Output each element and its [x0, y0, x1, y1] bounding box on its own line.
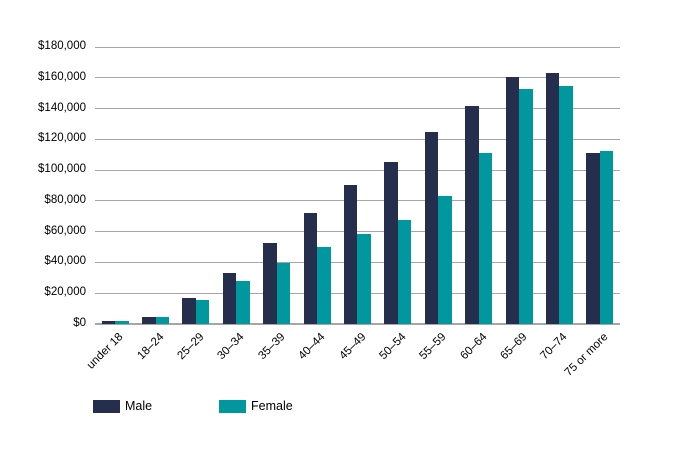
male-bar — [505, 77, 520, 324]
female-bar — [559, 85, 573, 324]
male-bar — [263, 243, 277, 324]
x-axis-line — [95, 322, 620, 325]
gridline — [95, 169, 620, 171]
y-tick-label: $100,000 — [38, 163, 86, 176]
y-tick-label: $80,000 — [44, 193, 86, 206]
bar-group — [337, 47, 377, 324]
bar-group — [95, 47, 135, 324]
x-category-label: 55–59 — [417, 331, 449, 363]
gridline — [95, 77, 620, 79]
legend-item-female: Female — [219, 399, 293, 413]
gridline — [95, 138, 620, 140]
male-bar — [142, 317, 156, 324]
y-tick-label: $0 — [73, 317, 86, 329]
y-tick-label: $40,000 — [44, 255, 86, 268]
female-bar — [478, 152, 493, 324]
y-tick-label: $60,000 — [44, 224, 86, 237]
bar-group — [580, 47, 620, 324]
female-bar — [519, 88, 533, 324]
male-bar — [303, 212, 318, 324]
gridline — [95, 231, 620, 233]
y-tick-label: $140,000 — [38, 101, 86, 114]
male-bar — [424, 131, 439, 324]
bar-group — [539, 47, 579, 324]
bar-group — [216, 47, 256, 324]
male-bar — [182, 298, 196, 324]
female-bar — [397, 220, 412, 324]
female-bar — [438, 195, 452, 324]
male-bar — [222, 272, 237, 324]
female-legend-swatch-icon — [219, 399, 246, 413]
male-bar — [343, 185, 358, 324]
x-category-label: 75 or more — [562, 331, 611, 379]
bar-group — [378, 47, 418, 324]
bar-group — [499, 47, 539, 324]
female-bar — [317, 246, 331, 324]
female-bar — [276, 262, 291, 324]
male-bar — [465, 105, 479, 324]
male-bar — [586, 152, 600, 324]
gridline — [95, 200, 620, 202]
gridline — [95, 108, 620, 110]
male-legend-swatch-icon — [93, 399, 120, 413]
female-bar — [357, 234, 371, 324]
bar-group — [135, 47, 175, 324]
male-bar — [101, 321, 116, 324]
bar-group — [257, 47, 297, 324]
female-bar — [155, 317, 170, 324]
legend-female-label: Female — [251, 399, 293, 413]
bar-group — [458, 47, 498, 324]
bar-group — [418, 47, 458, 324]
female-bar — [195, 300, 210, 324]
legend-item-male: Male — [93, 399, 152, 413]
y-tick-label: $20,000 — [44, 286, 86, 299]
gridline — [95, 46, 620, 48]
legend-male-label: Male — [125, 399, 153, 413]
y-tick-label: $160,000 — [38, 70, 86, 83]
male-bar — [545, 72, 560, 324]
y-tick-label: $120,000 — [38, 132, 86, 145]
female-bar — [115, 321, 129, 324]
bar-group — [176, 47, 216, 324]
male-bar — [384, 161, 398, 324]
y-tick-label: $180,000 — [38, 40, 86, 52]
bar-group — [297, 47, 337, 324]
female-bar — [236, 281, 250, 324]
female-bar — [599, 151, 614, 324]
